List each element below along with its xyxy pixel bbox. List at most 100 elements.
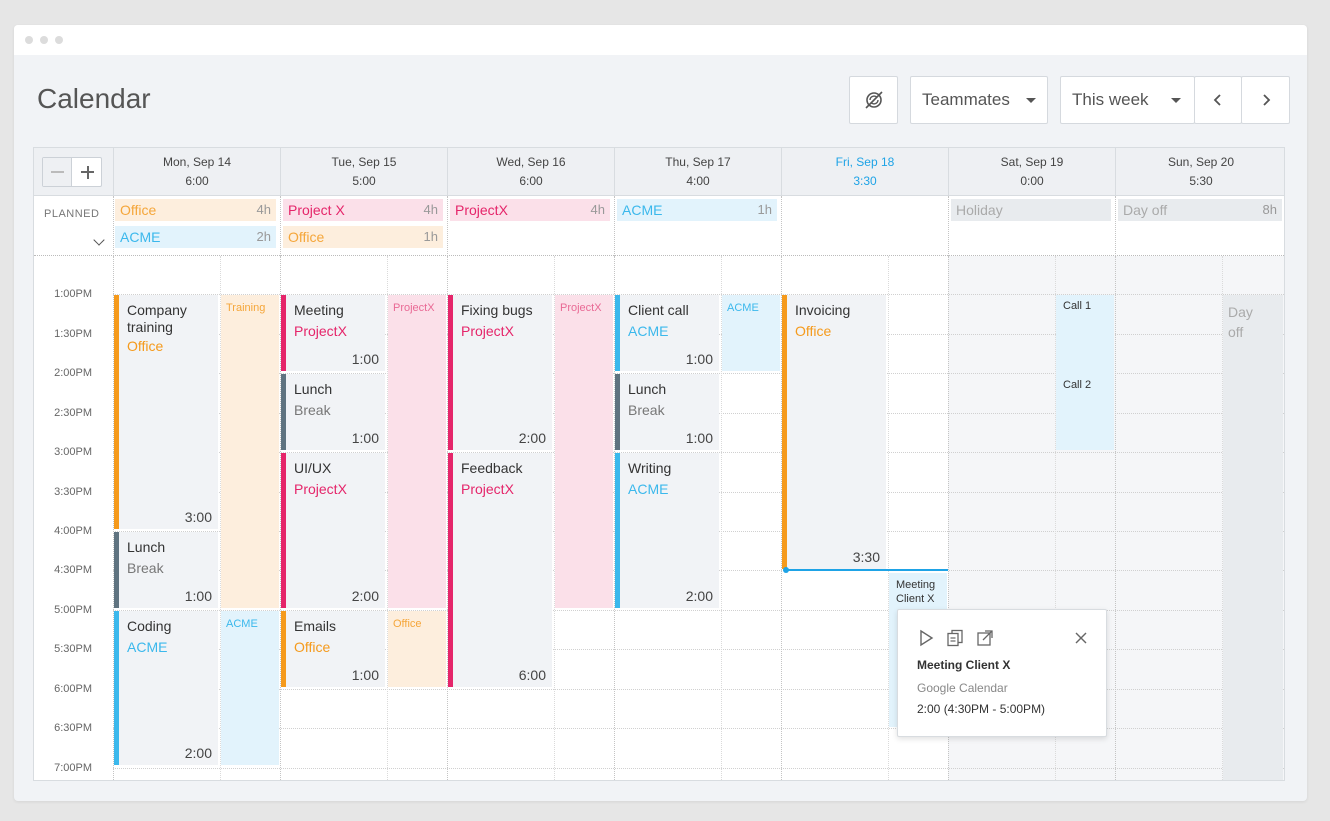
open-external-icon[interactable] [976, 629, 994, 647]
day-date: Tue, Sep 15 [331, 155, 397, 169]
zoom-in-button[interactable] [73, 158, 102, 186]
side-event[interactable]: Call 1 Call 2 [1056, 295, 1114, 450]
next-week-button[interactable] [1241, 76, 1290, 124]
sync-toggle-button[interactable] [849, 76, 898, 124]
side-event[interactable]: ProjectX [388, 295, 446, 608]
copy-icon[interactable] [946, 629, 964, 647]
project-color-bar [281, 611, 286, 687]
event-project: ProjectX [294, 481, 347, 497]
planned-hours: 1h [423, 229, 438, 244]
event-project: Break [628, 402, 665, 418]
day-total: 5:30 [1189, 174, 1213, 188]
project-color-bar [114, 295, 119, 529]
event-block[interactable]: Feedback ProjectX 6:00 [448, 453, 552, 687]
time-label: 6:00PM [54, 683, 92, 695]
day-header-tue[interactable]: Tue, Sep 15 5:00 [280, 148, 447, 196]
column-divider [280, 196, 281, 256]
planned-item[interactable]: ACME 2h [115, 226, 276, 248]
event-block[interactable]: Company training Office 3:00 [114, 295, 218, 529]
event-block[interactable]: Meeting ProjectX 1:00 [281, 295, 385, 371]
hour-line [113, 728, 1284, 729]
planned-item[interactable]: ProjectX 4h [450, 199, 610, 221]
range-dropdown[interactable]: This week [1060, 76, 1195, 124]
planned-item[interactable]: Office 4h [115, 199, 276, 221]
caret-down-icon [1171, 98, 1181, 103]
day-date: Mon, Sep 14 [162, 155, 232, 169]
event-block[interactable]: Writing ACME 2:00 [615, 453, 719, 608]
day-header-mon[interactable]: Mon, Sep 14 6:00 [113, 148, 280, 196]
zoom-out-button[interactable] [43, 158, 72, 186]
planned-name: Project X [288, 202, 345, 218]
time-label: 7:00PM [54, 762, 92, 774]
event-block[interactable]: Lunch Break 1:00 [281, 374, 385, 450]
hour-line [113, 452, 1284, 453]
time-label: 3:30PM [54, 486, 92, 498]
event-name: Meeting [294, 302, 344, 318]
planned-item[interactable]: Office 1h [283, 226, 443, 248]
column-divider [1115, 256, 1116, 780]
project-color-bar [615, 453, 620, 608]
day-total: 5:00 [352, 174, 376, 188]
day-header-wed[interactable]: Wed, Sep 16 6:00 [447, 148, 614, 196]
close-icon[interactable] [1074, 631, 1088, 645]
popup-title: Meeting Client X [917, 658, 1011, 672]
event-project: ACME [628, 481, 669, 497]
event-block[interactable]: Fixing bugs ProjectX 2:00 [448, 295, 552, 450]
column-subdivider [721, 256, 722, 780]
event-duration: 1:00 [685, 351, 713, 367]
event-block[interactable]: Coding ACME 2:00 [114, 611, 218, 765]
time-label: 4:00PM [54, 525, 92, 537]
side-event-label: Meeting Client X [896, 579, 936, 605]
event-project: Break [294, 402, 331, 418]
planned-item[interactable]: ACME 1h [617, 199, 777, 221]
play-icon[interactable] [917, 629, 935, 647]
day-date: Sat, Sep 19 [1000, 155, 1064, 169]
event-name: Emails [294, 618, 337, 634]
hour-line [113, 373, 1284, 374]
window-dot [40, 36, 48, 44]
project-color-bar [448, 295, 453, 450]
day-header-sat[interactable]: Sat, Sep 19 0:00 [948, 148, 1115, 196]
event-block[interactable]: UI/UX ProjectX 2:00 [281, 453, 385, 608]
event-block[interactable]: Client call ACME 1:00 [615, 295, 719, 371]
event-project: ACME [127, 639, 168, 655]
project-color-bar [114, 611, 119, 765]
window-dot [25, 36, 33, 44]
day-header-fri[interactable]: Fri, Sep 18 3:30 [781, 148, 948, 196]
day-total: 3:30 [853, 174, 877, 188]
time-label: 2:30PM [54, 407, 92, 419]
event-name: Lunch [127, 539, 166, 555]
side-event[interactable]: ACME [221, 611, 279, 765]
column-divider [113, 256, 114, 780]
prev-week-button[interactable] [1194, 76, 1242, 124]
hour-line [113, 689, 1284, 690]
day-total: 0:00 [1020, 174, 1044, 188]
side-event[interactable]: ProjectX [555, 295, 613, 608]
planned-name: Office [288, 229, 325, 245]
event-block[interactable]: Emails Office 1:00 [281, 611, 385, 687]
side-event[interactable]: ACME [722, 295, 780, 371]
teammates-dropdown[interactable]: Teammates [910, 76, 1048, 124]
planned-item[interactable]: Day off 8h [1118, 199, 1282, 221]
planned-item[interactable]: Project X 4h [283, 199, 443, 221]
day-date: Sun, Sep 20 [1167, 155, 1235, 169]
event-block[interactable]: Lunch Break 1:00 [615, 374, 719, 450]
side-event[interactable]: Office [388, 611, 446, 687]
event-project: ProjectX [461, 323, 514, 339]
day-header-thu[interactable]: Thu, Sep 17 4:00 [614, 148, 781, 196]
event-block[interactable]: Invoicing Office 3:30 [782, 295, 886, 569]
window-dot [55, 36, 63, 44]
planned-label: PLANNED [44, 208, 100, 220]
day-total: 6:00 [185, 174, 209, 188]
side-event[interactable]: Training [221, 295, 279, 608]
time-grid: 1:00PM 1:30PM 2:00PM 2:30PM 3:00PM 3:30P… [34, 256, 1284, 780]
project-color-bar [615, 374, 620, 450]
event-block[interactable]: Lunch Break 1:00 [114, 532, 218, 608]
event-name: Company training [127, 302, 187, 335]
side-event-label: ProjectX [560, 302, 602, 314]
day-header-sun[interactable]: Sun, Sep 20 5:30 [1115, 148, 1284, 196]
expand-chevron-icon[interactable] [93, 234, 105, 246]
planned-item[interactable]: Holiday [951, 199, 1111, 221]
side-event[interactable]: Day off [1223, 295, 1283, 780]
event-duration: 2:00 [518, 430, 546, 446]
